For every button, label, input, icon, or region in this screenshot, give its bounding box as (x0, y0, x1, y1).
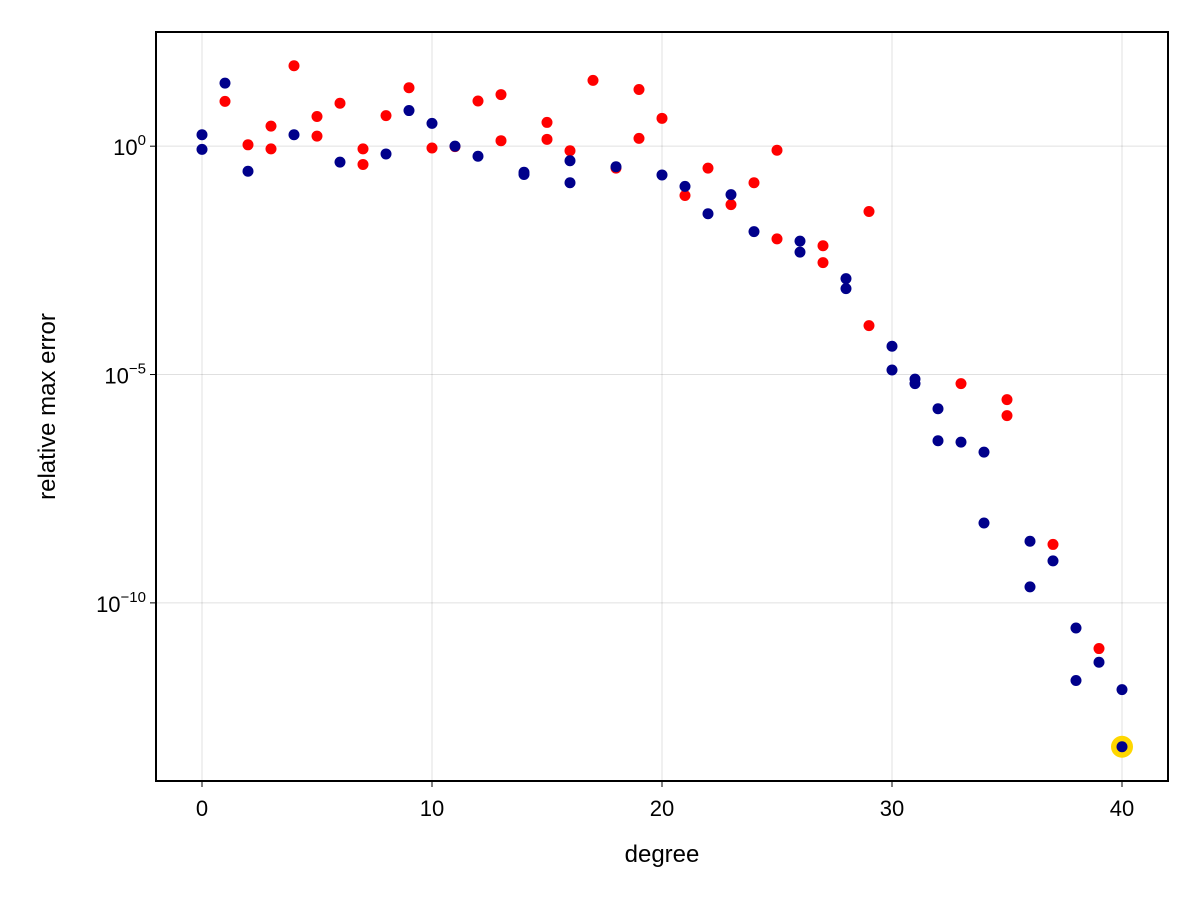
y-tick-label: 100 (113, 132, 146, 160)
blue-point (978, 517, 990, 529)
red-point (955, 378, 967, 390)
blue-point (656, 169, 668, 181)
blue-point (610, 161, 622, 173)
red-point (541, 133, 553, 145)
red-point (380, 110, 392, 122)
blue-point (886, 340, 898, 352)
x-tick-label: 0 (196, 796, 208, 821)
y-axis-label: relative max error (34, 313, 61, 500)
red-point (265, 143, 277, 155)
red-point (357, 143, 369, 155)
red-point (817, 257, 829, 269)
x-axis-label: degree (625, 841, 700, 868)
blue-point (748, 226, 760, 238)
red-point (771, 233, 783, 245)
blue-point (403, 105, 415, 117)
blue-point (288, 129, 300, 141)
blue-point (1047, 555, 1059, 567)
blue-point (196, 129, 208, 141)
blue-point (1024, 535, 1036, 547)
red-point (311, 110, 323, 122)
red-point (357, 158, 369, 170)
red-point (426, 142, 438, 154)
red-point (265, 120, 277, 132)
blue-point (909, 378, 921, 390)
y-tick-labels: 100 10−5 10−10 (96, 132, 146, 617)
blue-point (242, 165, 254, 177)
red-point (771, 144, 783, 156)
blue-point (196, 143, 208, 155)
red-point (587, 74, 599, 86)
red-point (311, 130, 323, 142)
red-point (748, 177, 760, 189)
red-point (863, 205, 875, 217)
red-point (403, 82, 415, 94)
blue-point (1093, 656, 1105, 668)
blue-point (725, 189, 737, 201)
blue-point (1070, 622, 1082, 634)
red-point (633, 132, 645, 144)
blue-point (564, 177, 576, 189)
blue-point (1070, 675, 1082, 687)
blue-point (334, 156, 346, 168)
x-tick-label: 30 (880, 796, 904, 821)
blue-point (472, 150, 484, 162)
blue-point (794, 246, 806, 258)
y-tick-label: 10−5 (104, 361, 146, 389)
blue-point (219, 77, 231, 89)
red-point (219, 95, 231, 107)
red-point (679, 190, 691, 202)
red-point (564, 145, 576, 157)
red-point (656, 112, 668, 124)
red-point (1001, 410, 1013, 422)
blue-point (449, 140, 461, 152)
blue-point (380, 148, 392, 160)
data-points (196, 60, 1133, 758)
red-point (633, 84, 645, 96)
red-point (702, 162, 714, 174)
red-point (288, 60, 300, 72)
red-point (334, 97, 346, 109)
red-point (725, 199, 737, 211)
blue-point (1024, 581, 1036, 593)
blue-point (955, 436, 967, 448)
red-point (863, 320, 875, 332)
x-tick-label: 40 (1110, 796, 1134, 821)
red-point (495, 89, 507, 101)
y-tick-label: 10−10 (96, 589, 146, 617)
red-point (1001, 394, 1013, 406)
blue-point (1116, 684, 1128, 696)
red-point (541, 116, 553, 128)
red-point (817, 240, 829, 252)
blue-point (886, 364, 898, 376)
axis-ticks (150, 145, 1123, 787)
blue-point (840, 273, 852, 285)
red-point (1047, 538, 1059, 550)
x-tick-label: 10 (420, 796, 444, 821)
blue-point (702, 208, 714, 220)
blue-point (518, 168, 530, 180)
x-tick-label: 20 (650, 796, 674, 821)
blue-point (978, 446, 990, 458)
blue-point (794, 235, 806, 247)
red-point (495, 135, 507, 147)
red-point (1093, 643, 1105, 655)
blue-point (932, 435, 944, 447)
blue-point (840, 283, 852, 295)
x-tick-labels: 0 10 20 30 40 (196, 796, 1134, 821)
red-point (242, 139, 254, 151)
red-point (472, 95, 484, 107)
blue-point (679, 180, 691, 192)
grid-lines (156, 32, 1168, 781)
blue-point (426, 117, 438, 129)
blue-point (932, 403, 944, 415)
blue-point (1116, 741, 1128, 753)
blue-point (564, 155, 576, 167)
